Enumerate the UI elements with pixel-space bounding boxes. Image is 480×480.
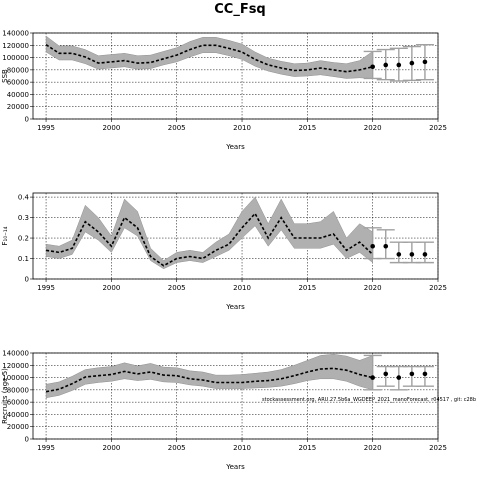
x-tick-label: 2025	[429, 124, 447, 132]
x-tick-label: 2015	[298, 284, 316, 292]
ssb-panel: 1995 2000 2005 2010 2015 2020 2025 0 20000 40000 6…	[1, 30, 447, 152]
y-tick-label: 0.2	[18, 235, 29, 243]
x-tick-label: 2010	[233, 444, 251, 452]
plot-frame	[32, 192, 439, 280]
y-tick-label: 0.4	[18, 194, 30, 202]
forecast-point	[383, 371, 389, 377]
y-tick-label: 60000	[7, 79, 29, 87]
forecast-point	[370, 64, 375, 70]
x-tick-label: 2020	[364, 124, 382, 132]
y-tick-label: 20000	[7, 423, 29, 431]
x-tick-label: 2010	[233, 124, 251, 132]
forecast-point	[383, 243, 389, 249]
y-tick-label: 80000	[7, 66, 29, 74]
forecast-point	[422, 252, 428, 257]
y-tick-label: 120000	[2, 362, 29, 370]
forecast-point	[370, 375, 375, 380]
x-tick-label: 2000	[102, 444, 120, 452]
x-tick-label: 2025	[429, 444, 447, 452]
x-tick-label: 2015	[298, 124, 316, 132]
confidence-band	[45, 35, 373, 79]
y-tick-label: 140000	[2, 30, 29, 38]
estimate-line	[45, 44, 373, 73]
x-tick-label: 2005	[168, 124, 186, 132]
x-axis-label: Years	[225, 463, 245, 471]
y-tick-label: 60000	[7, 399, 29, 407]
x-tick-label: 2015	[298, 444, 316, 452]
y-axis-label: SSB	[1, 69, 9, 83]
y-axis-label: F₁₀₋₁₄	[1, 226, 9, 245]
y-tick-label: 100000	[2, 374, 29, 382]
estimate-line	[45, 367, 373, 393]
y-tick-label: 0	[25, 436, 29, 444]
confidence-band	[45, 196, 373, 270]
recruits-panel: 1995 2000 2005 2010 2015 2020 2025 0 20000 40000 6…	[1, 350, 447, 472]
y-tick-label: 0	[25, 116, 29, 124]
forecast-point	[422, 59, 428, 65]
plot-frame	[32, 352, 439, 440]
y-axis-label: Recruits (age 5)	[1, 368, 9, 424]
forecast-point	[422, 371, 428, 377]
forecast-point	[396, 62, 402, 68]
x-tick-label: 2020	[364, 444, 382, 452]
y-tick-label: 140000	[2, 350, 29, 358]
f-panel: 1995 2000 2005 2010 2015 2020 2025 0 0.1 0.2 0.3 0.…	[1, 192, 447, 311]
x-tick-label: 2000	[102, 284, 120, 292]
x-tick-label: 2025	[429, 284, 447, 292]
y-tick-label: 40000	[7, 91, 29, 99]
x-tick-label: 1995	[37, 124, 55, 132]
y-tick-label: 100000	[2, 54, 29, 62]
x-tick-label: 1995	[37, 284, 55, 292]
figure-title: CC_Fsq	[214, 2, 266, 17]
forecast-point	[409, 371, 415, 377]
y-tick-label: 40000	[7, 411, 29, 419]
forecast-point	[409, 60, 415, 66]
forecast-point	[396, 375, 402, 380]
y-tick-label: 120000	[2, 42, 29, 50]
x-tick-label: 2005	[168, 284, 186, 292]
forecast-point	[370, 243, 375, 249]
y-tick-label: 0.3	[18, 214, 29, 222]
plot-frame	[32, 32, 439, 120]
y-tick-label: 80000	[7, 386, 29, 394]
x-tick-label: 2000	[102, 124, 120, 132]
x-tick-label: 2005	[168, 444, 186, 452]
x-tick-label: 2010	[233, 284, 251, 292]
y-tick-label: 0.1	[18, 255, 29, 263]
y-tick-label: 20000	[7, 103, 29, 111]
x-tick-label: 1995	[37, 444, 55, 452]
forecast-point	[396, 252, 402, 257]
source-annotation: stockassessment.org, ARU.27.5b6a_WGDEEP_…	[262, 397, 476, 403]
forecast-point	[409, 252, 415, 257]
estimate-line	[45, 212, 374, 267]
x-tick-label: 2020	[364, 284, 382, 292]
y-tick-label: 0	[25, 276, 29, 284]
forecast-point	[383, 62, 389, 68]
x-axis-label: Years	[225, 143, 245, 151]
x-axis-label: Years	[225, 303, 245, 311]
